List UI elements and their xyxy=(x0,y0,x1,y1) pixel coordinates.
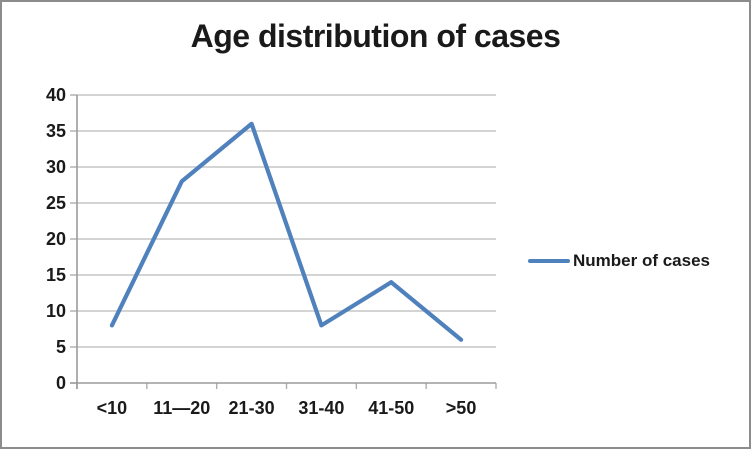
y-tick-label: 25 xyxy=(45,193,66,213)
x-tick-label: 41-50 xyxy=(368,398,415,418)
legend: Number of cases xyxy=(528,249,710,273)
legend-label: Number of cases xyxy=(573,251,710,270)
y-tick-label: 35 xyxy=(45,121,66,141)
y-tick-label: 40 xyxy=(45,85,66,105)
chart-title: Age distribution of cases xyxy=(190,18,561,54)
y-tick-label: 0 xyxy=(55,373,66,393)
y-tick-label: 30 xyxy=(45,157,66,177)
y-tick-label: 5 xyxy=(55,337,66,357)
x-tick-label: 11—20 xyxy=(153,398,211,418)
y-tick-label: 20 xyxy=(45,229,66,249)
legend-line-swatch xyxy=(528,259,570,263)
x-tick-label: 31-40 xyxy=(298,398,345,418)
series-line xyxy=(109,121,464,342)
plot-area xyxy=(70,94,497,389)
x-tick-label: <10 xyxy=(96,398,128,418)
x-tick-label: >50 xyxy=(445,398,477,418)
x-tick-label: 21-30 xyxy=(228,398,275,418)
y-tick-label: 15 xyxy=(45,265,66,285)
y-tick-label: 10 xyxy=(45,301,66,321)
